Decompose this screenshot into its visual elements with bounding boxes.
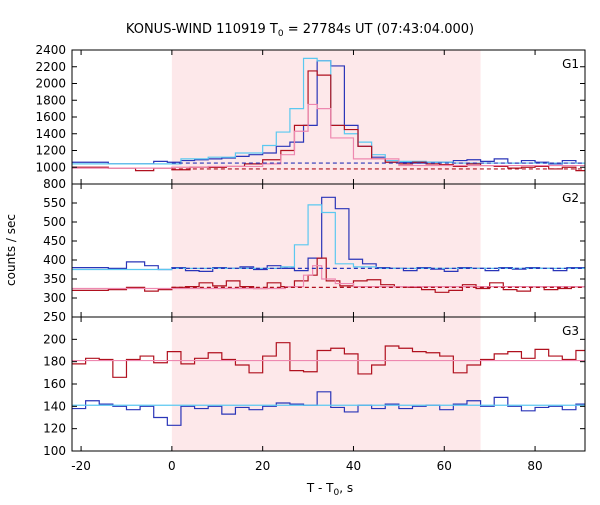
y-tick-label: 400: [43, 253, 66, 267]
x-tick-label: -20: [71, 459, 91, 473]
y-tick-label: 350: [43, 272, 66, 286]
series-dark-blue-step: [72, 391, 585, 426]
series-pink-step: [72, 265, 585, 290]
y-tick-label: 200: [43, 332, 66, 346]
plot-layer: 80010001200140016001800200022002400G1250…: [35, 43, 586, 473]
series-dark-blue-step: [72, 196, 585, 272]
y-axis-label: counts / sec: [4, 214, 18, 286]
y-tick-label: 800: [43, 177, 66, 191]
series-dark-red-step: [72, 342, 585, 378]
series-light-blue-step: [72, 57, 585, 165]
y-tick-label: 1400: [35, 127, 66, 141]
y-tick-label: 1200: [35, 144, 66, 158]
chart-title: KONUS-WIND 110919 T0 = 27784s UT (07:43:…: [126, 22, 474, 39]
y-tick-label: 550: [43, 196, 66, 210]
y-tick-label: 250: [43, 310, 66, 324]
y-tick-label: 160: [43, 377, 66, 391]
panel-g1: 800 1000 1200 1400 1600 1800 2000 2200 2400 G1: [35, 43, 586, 191]
y-tick-label: 100: [43, 444, 66, 458]
series-light-blue-step: [72, 204, 585, 271]
y-tick-label: 1600: [35, 110, 66, 124]
y-tick-label: 1800: [35, 93, 66, 107]
y-tick-label: 300: [43, 291, 66, 305]
panel-label: G1: [562, 57, 579, 71]
y-tick-label: 2000: [35, 77, 66, 91]
x-tick-label: 80: [527, 459, 542, 473]
x-tick-label: 20: [255, 459, 270, 473]
panel-g2: 250 300 350 400 450 500 550 G2: [43, 183, 586, 324]
highlight-interval: [171, 184, 481, 317]
y-tick-label: 2400: [35, 43, 66, 57]
y-tick-label: 1000: [35, 160, 66, 174]
x-tick-label: 40: [346, 459, 361, 473]
panel-label: G3: [562, 324, 579, 338]
y-tick-label: 450: [43, 234, 66, 248]
panel-label: G2: [562, 191, 579, 205]
x-tick-label: 60: [437, 459, 452, 473]
y-tick-label: 120: [43, 422, 66, 436]
y-tick-label: 140: [43, 399, 66, 413]
highlight-interval: [171, 317, 481, 451]
y-tick-label: 2200: [35, 60, 66, 74]
y-tick-label: 180: [43, 355, 66, 369]
x-axis-label: T - T0, s: [306, 481, 353, 498]
series-pink-step: [72, 103, 585, 169]
y-tick-label: 500: [43, 215, 66, 229]
x-tick-label: 0: [168, 459, 176, 473]
panel-g3: 100 120 140 160 180 200 G3: [43, 316, 586, 458]
